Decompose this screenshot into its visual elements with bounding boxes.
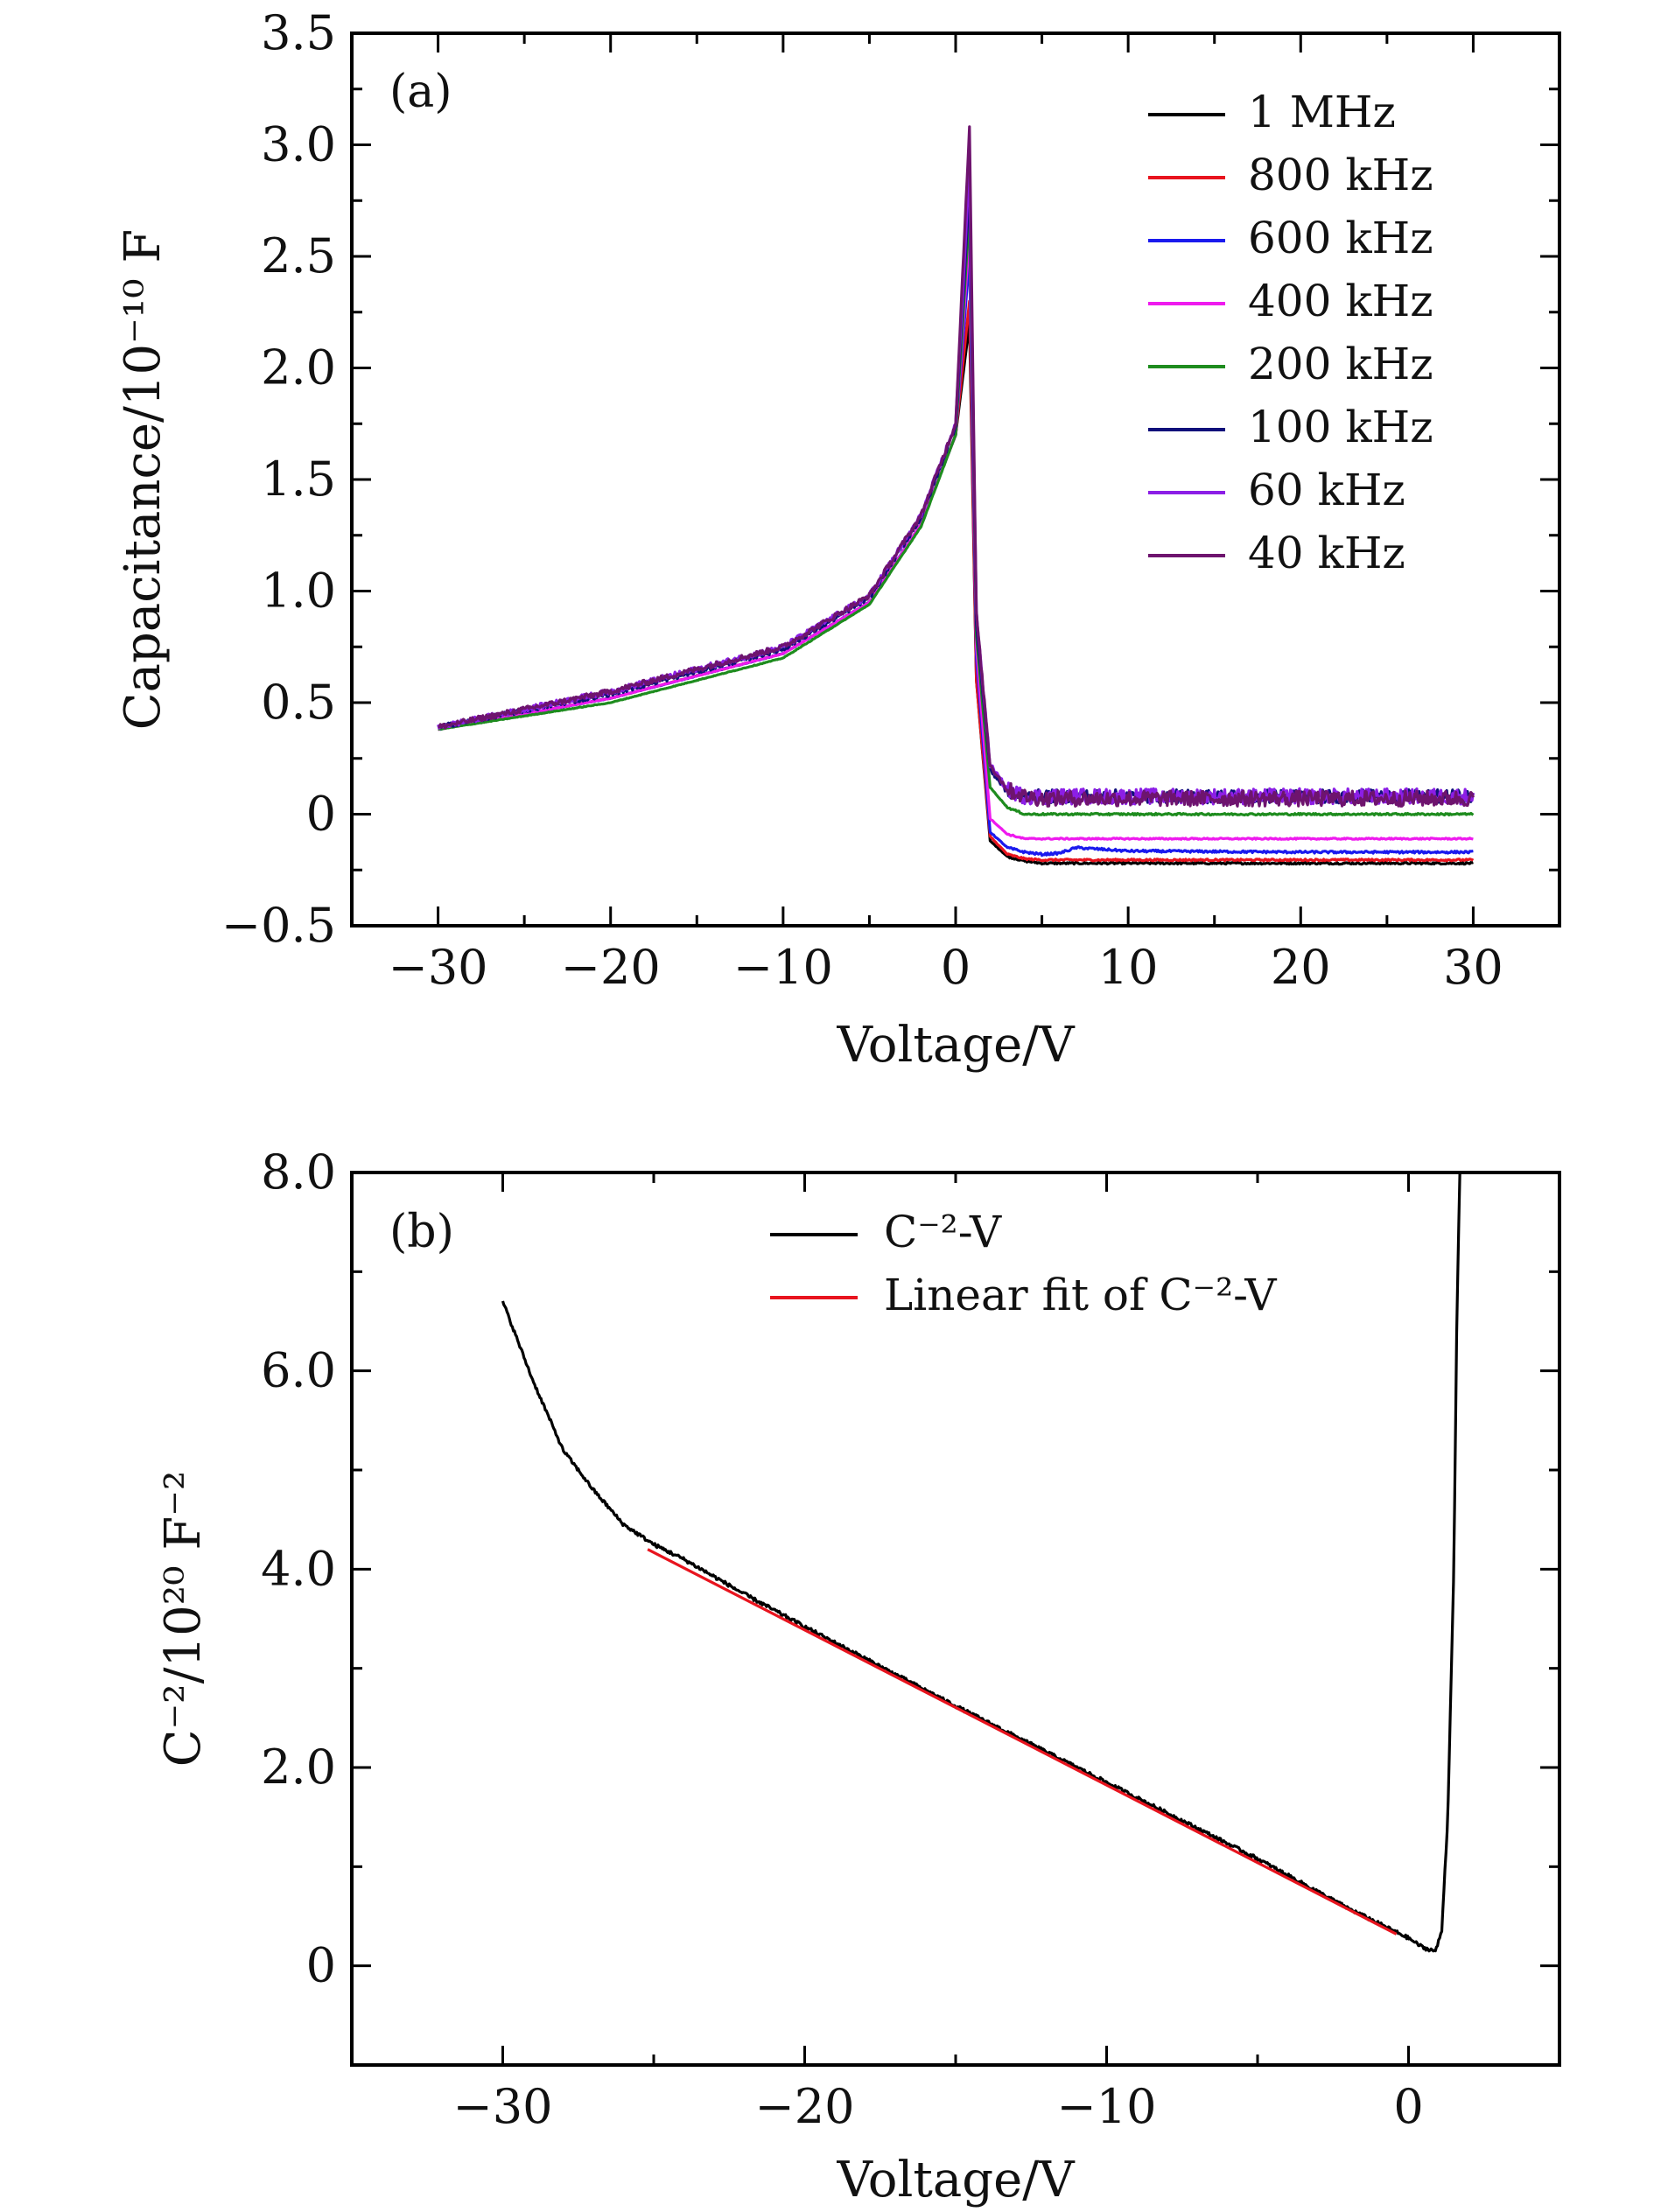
x-tick-label: −30	[453, 2079, 553, 2134]
legend-label: Linear fit of C⁻²-V	[884, 1270, 1277, 1320]
panel-b-label: (b)	[389, 1206, 454, 1258]
x-tick-label: −10	[733, 940, 833, 995]
legend-label: 1 MHz	[1248, 87, 1396, 137]
panel-b-traces	[501, 1171, 1461, 1953]
legend-label: 200 kHz	[1248, 339, 1433, 389]
y-tick-label: 2.5	[261, 228, 336, 284]
series-line-b-0	[501, 1171, 1461, 1953]
y-tick-label: 6.0	[261, 1343, 336, 1398]
chart-panel-a: −30 −20 −10 0 10 20 30 −0.5 0 0.5 1.0 1.5 2.0 2.5 3.0 3…	[115, 5, 1561, 1074]
x-tick-label: 10	[1098, 940, 1159, 995]
x-tick-label: −20	[561, 940, 661, 995]
panel-a-x-axis-label: Voltage/V	[836, 1017, 1076, 1074]
y-tick-label: 4.0	[261, 1541, 336, 1596]
y-tick-label: 2.0	[261, 340, 336, 396]
y-tick-label: 0.5	[261, 675, 336, 730]
panel-b-y-axis-label: C⁻²/10²⁰ F⁻²	[155, 1471, 212, 1768]
x-tick-label: 0	[1393, 2079, 1423, 2134]
legend-label: 600 kHz	[1248, 213, 1433, 263]
panel-a-label: (a)	[389, 66, 452, 118]
x-tick-label: 0	[941, 940, 971, 995]
legend-label: 100 kHz	[1248, 402, 1433, 452]
y-tick-label: 2.0	[261, 1740, 336, 1795]
x-tick-label: −10	[1057, 2079, 1157, 2134]
panel-b-legend: C⁻²-V Linear fit of C⁻²-V	[770, 1207, 1277, 1320]
panel-a-legend: 1 MHz 800 kHz 600 kHz 400 kHz 200 kHz 100 kHz…	[1148, 87, 1433, 578]
x-tick-label: 20	[1271, 940, 1331, 995]
x-tick-label: 30	[1443, 940, 1503, 995]
panel-b-ticks: −30 −20 −10 0 0 2.0 4.0 6.0 8.0	[261, 1144, 1561, 2134]
panel-b-frame	[350, 1171, 1561, 2067]
panel-a-traces	[437, 125, 1475, 866]
panel-a-frame	[350, 32, 1561, 928]
legend-label: 400 kHz	[1248, 276, 1433, 326]
y-tick-label: 8.0	[261, 1144, 336, 1200]
y-tick-label: 3.0	[261, 117, 336, 172]
panel-b-x-axis-label: Voltage/V	[836, 2152, 1076, 2208]
y-tick-label: 0	[306, 787, 336, 842]
panel-a-ticks: −30 −20 −10 0 10 20 30 −0.5 0 0.5 1.0 1.5 2.0 2.5 3.0 3…	[221, 5, 1561, 995]
legend-label: 60 kHz	[1248, 465, 1405, 515]
x-tick-label: −30	[389, 940, 488, 995]
series-line-b-1	[647, 1548, 1398, 1936]
legend-label: 800 kHz	[1248, 150, 1433, 200]
y-tick-label: 1.0	[261, 564, 336, 619]
y-tick-label: 1.5	[261, 452, 336, 507]
y-tick-label: −0.5	[221, 898, 336, 953]
y-tick-label: 3.5	[261, 5, 336, 60]
chart-panel-b: −30 −20 −10 0 0 2.0 4.0 6.0 8.0 (b) C⁻²-V Linear …	[155, 1144, 1561, 2208]
panel-a-y-axis-label: Capacitance/10⁻¹⁰ F	[115, 229, 172, 730]
series-line-a-7	[438, 125, 1475, 808]
x-tick-label: −20	[755, 2079, 855, 2134]
y-tick-label: 0	[306, 1938, 336, 1993]
series-line-a-4	[438, 210, 1475, 817]
legend-label: C⁻²-V	[884, 1207, 1002, 1257]
legend-label: 40 kHz	[1248, 528, 1405, 578]
